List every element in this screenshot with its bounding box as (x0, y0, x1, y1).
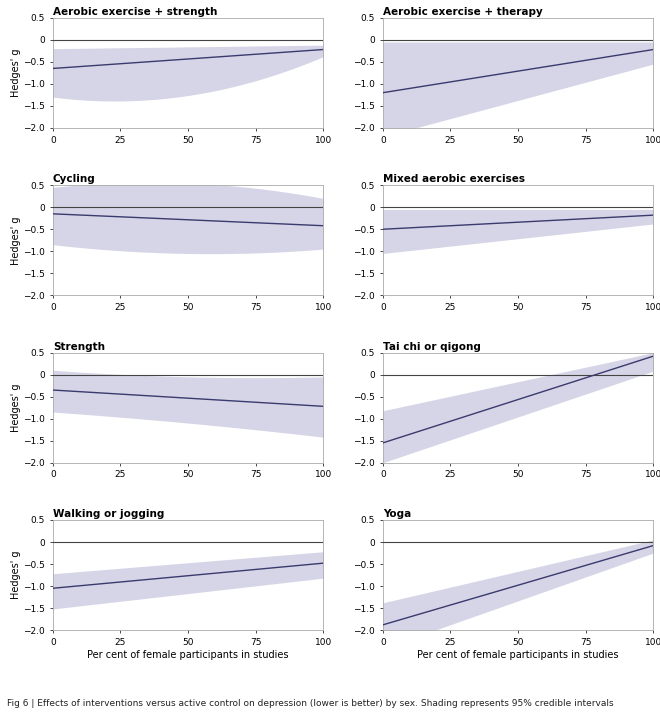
Text: Walking or jogging: Walking or jogging (53, 509, 164, 519)
Text: Fig 6 | Effects of interventions versus active control on depression (lower is b: Fig 6 | Effects of interventions versus … (7, 699, 613, 708)
Text: Mixed aerobic exercises: Mixed aerobic exercises (383, 174, 525, 184)
Text: Aerobic exercise + strength: Aerobic exercise + strength (53, 7, 217, 17)
Y-axis label: Hedges' g: Hedges' g (11, 383, 20, 432)
Text: Tai chi or qigong: Tai chi or qigong (383, 342, 480, 352)
Y-axis label: Hedges' g: Hedges' g (11, 48, 20, 97)
Text: Cycling: Cycling (53, 174, 96, 184)
Text: Yoga: Yoga (383, 509, 411, 519)
Y-axis label: Hedges' g: Hedges' g (11, 216, 20, 265)
Text: Aerobic exercise + therapy: Aerobic exercise + therapy (383, 7, 543, 17)
X-axis label: Per cent of female participants in studies: Per cent of female participants in studi… (417, 649, 619, 659)
X-axis label: Per cent of female participants in studies: Per cent of female participants in studi… (87, 649, 289, 659)
Text: Strength: Strength (53, 342, 105, 352)
Y-axis label: Hedges' g: Hedges' g (11, 551, 20, 600)
